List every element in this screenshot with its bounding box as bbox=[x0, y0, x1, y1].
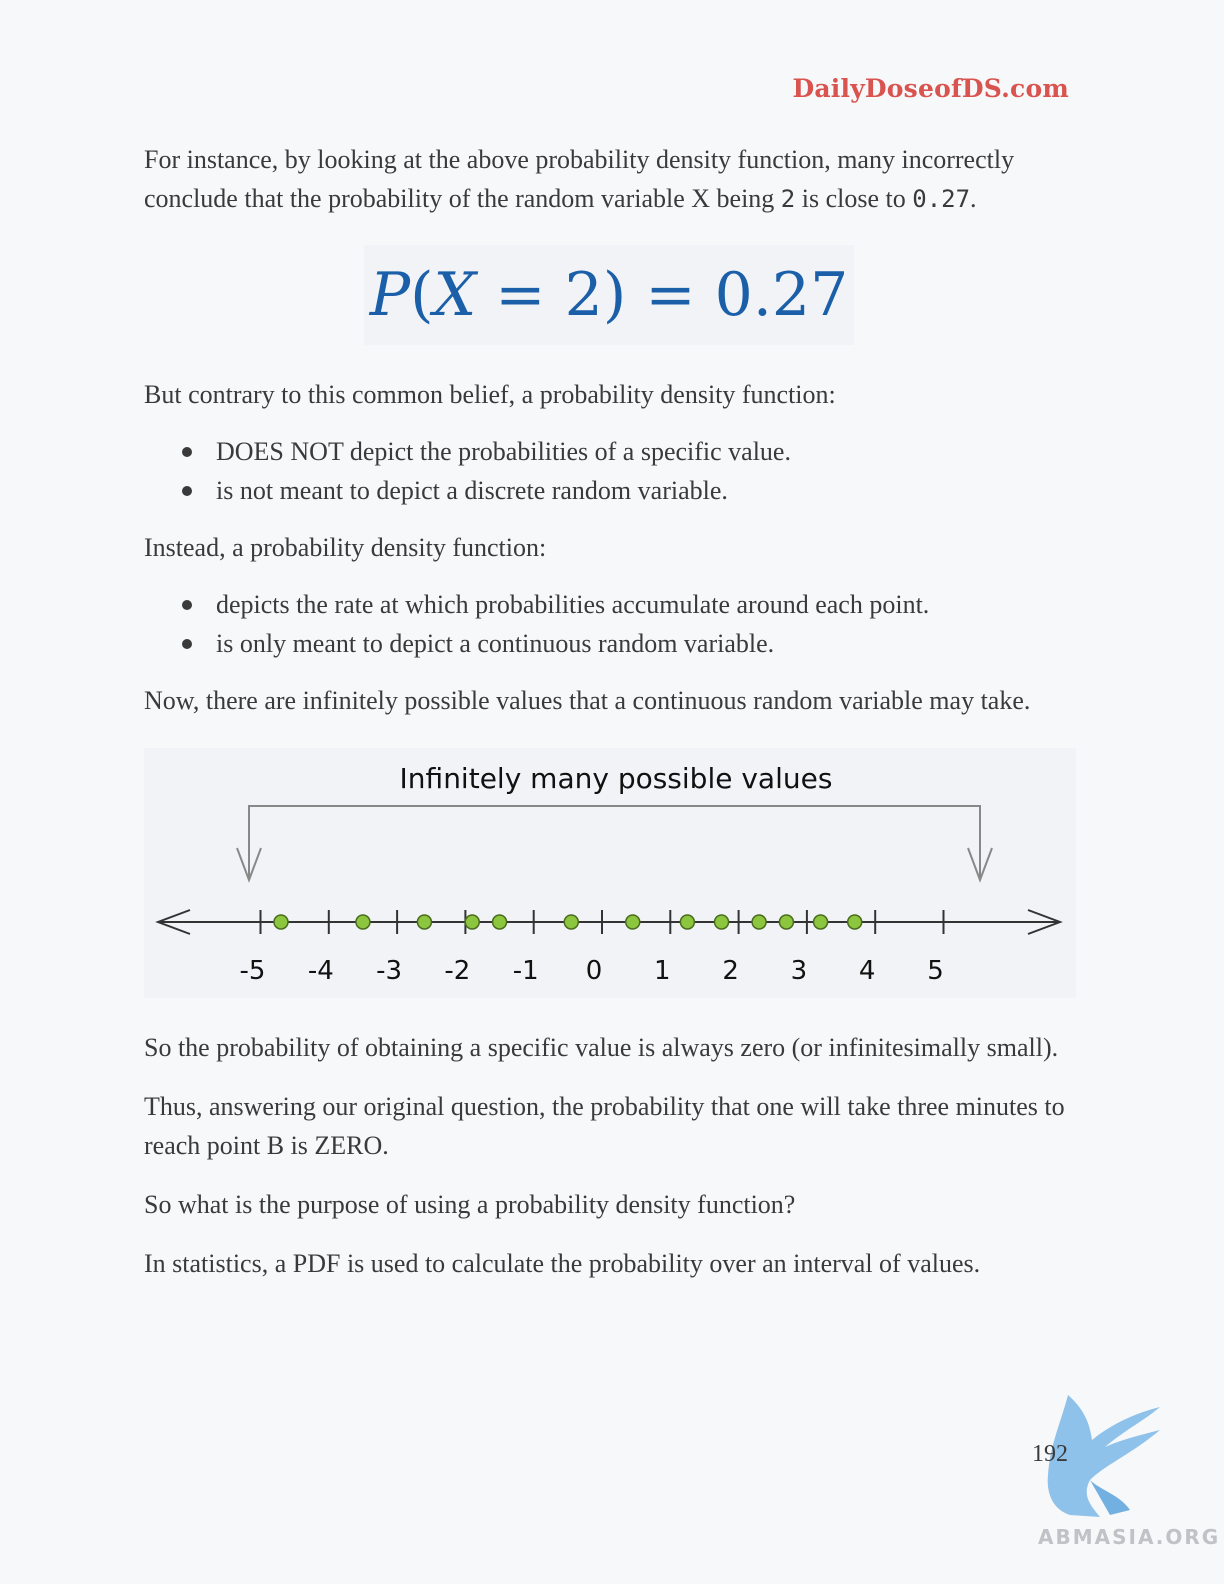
p1-text-b: is close to bbox=[795, 184, 913, 213]
tick-label: 2 bbox=[722, 956, 739, 986]
paragraph-7: So what is the purpose of using a probab… bbox=[144, 1190, 796, 1219]
p1-value-027: 0.27 bbox=[912, 185, 971, 213]
paragraph-8: In statistics, a PDF is used to calculat… bbox=[144, 1249, 981, 1278]
list-meant: depicts the rate at which probabilities … bbox=[144, 585, 1074, 663]
tick-label: -3 bbox=[376, 956, 402, 986]
number-line-figure: Infinitely many possible values -5 -4 -3 -2… bbox=[144, 748, 1076, 998]
watermark-griffin-logo bbox=[1047, 1395, 1160, 1517]
paragraph-5: So the probability of obtaining a specif… bbox=[144, 1033, 1059, 1062]
tick-label: 4 bbox=[859, 956, 876, 986]
formula-eq2: = 0.27 bbox=[626, 260, 849, 330]
tick-label: -5 bbox=[240, 956, 266, 986]
value-point bbox=[751, 914, 767, 930]
brand-header: DailyDoseofDS.com bbox=[792, 74, 1069, 103]
paragraph-1: For instance, by looking at the above pr… bbox=[144, 140, 1074, 219]
paragraph-4: Now, there are infinitely possible value… bbox=[144, 686, 1031, 715]
value-point bbox=[355, 914, 371, 930]
list-item: depicts the rate at which probabilities … bbox=[180, 585, 1074, 624]
value-point bbox=[778, 914, 795, 930]
formula-x: X bbox=[433, 260, 477, 330]
formula: P(X = 2) = 0.27 bbox=[364, 245, 854, 345]
list-item: DOES NOT depict the probabilities of a s… bbox=[180, 432, 1074, 471]
value-point bbox=[464, 914, 480, 930]
points-group bbox=[273, 914, 863, 930]
p1-value-2: 2 bbox=[780, 185, 796, 213]
value-point bbox=[679, 914, 696, 930]
axis-left-arrow-icon bbox=[155, 909, 191, 935]
formula-close-paren: ) bbox=[602, 260, 627, 330]
tick-label: -2 bbox=[444, 956, 470, 986]
arrow-down-icon bbox=[967, 847, 993, 883]
list-item: is not meant to depict a discrete random… bbox=[180, 471, 1074, 510]
value-point bbox=[624, 914, 641, 930]
p1-text-a: For instance, by looking at the above pr… bbox=[144, 145, 1015, 213]
p1-text-c: . bbox=[970, 184, 977, 213]
tick-label: 3 bbox=[791, 956, 808, 986]
paragraph-2: But contrary to this common belief, a pr… bbox=[144, 380, 836, 409]
value-point bbox=[563, 914, 580, 930]
axis-right-arrow-icon bbox=[1027, 909, 1063, 935]
tick-label: -1 bbox=[513, 956, 539, 986]
labels-group: -5 -4 -3 -2 -1 0 1 2 3 4 5 bbox=[240, 956, 944, 986]
value-point bbox=[416, 914, 433, 930]
page-content: For instance, by looking at the above pr… bbox=[144, 140, 1076, 1283]
formula-open-paren: ( bbox=[410, 260, 434, 330]
value-point bbox=[491, 914, 508, 930]
value-point bbox=[273, 914, 289, 930]
list-item: is only meant to depict a continuous ran… bbox=[180, 624, 1074, 663]
tick-label: 1 bbox=[654, 956, 671, 986]
value-point bbox=[812, 914, 829, 930]
tick-label: 0 bbox=[586, 956, 603, 986]
value-point bbox=[846, 914, 863, 930]
number-line-svg: Infinitely many possible values -5 -4 -3 -2… bbox=[155, 762, 1063, 986]
figure-title: Infinitely many possible values bbox=[400, 762, 833, 795]
formula-p: P bbox=[369, 260, 411, 330]
list-not-meant: DOES NOT depict the probabilities of a s… bbox=[144, 432, 1074, 510]
tick-label: 5 bbox=[927, 956, 944, 986]
paragraph-6: Thus, answering our original question, t… bbox=[144, 1092, 1065, 1160]
tick-label: -4 bbox=[308, 956, 334, 986]
page-number: 192 bbox=[1032, 1441, 1068, 1467]
bracket-line bbox=[248, 805, 981, 823]
arrow-down-icon bbox=[236, 847, 262, 883]
value-point bbox=[713, 914, 730, 930]
watermark-text: ABMASIA.ORG bbox=[1038, 1525, 1221, 1549]
formula-eq1: = 2 bbox=[476, 260, 603, 330]
paragraph-3: Instead, a probability density function: bbox=[144, 533, 547, 562]
